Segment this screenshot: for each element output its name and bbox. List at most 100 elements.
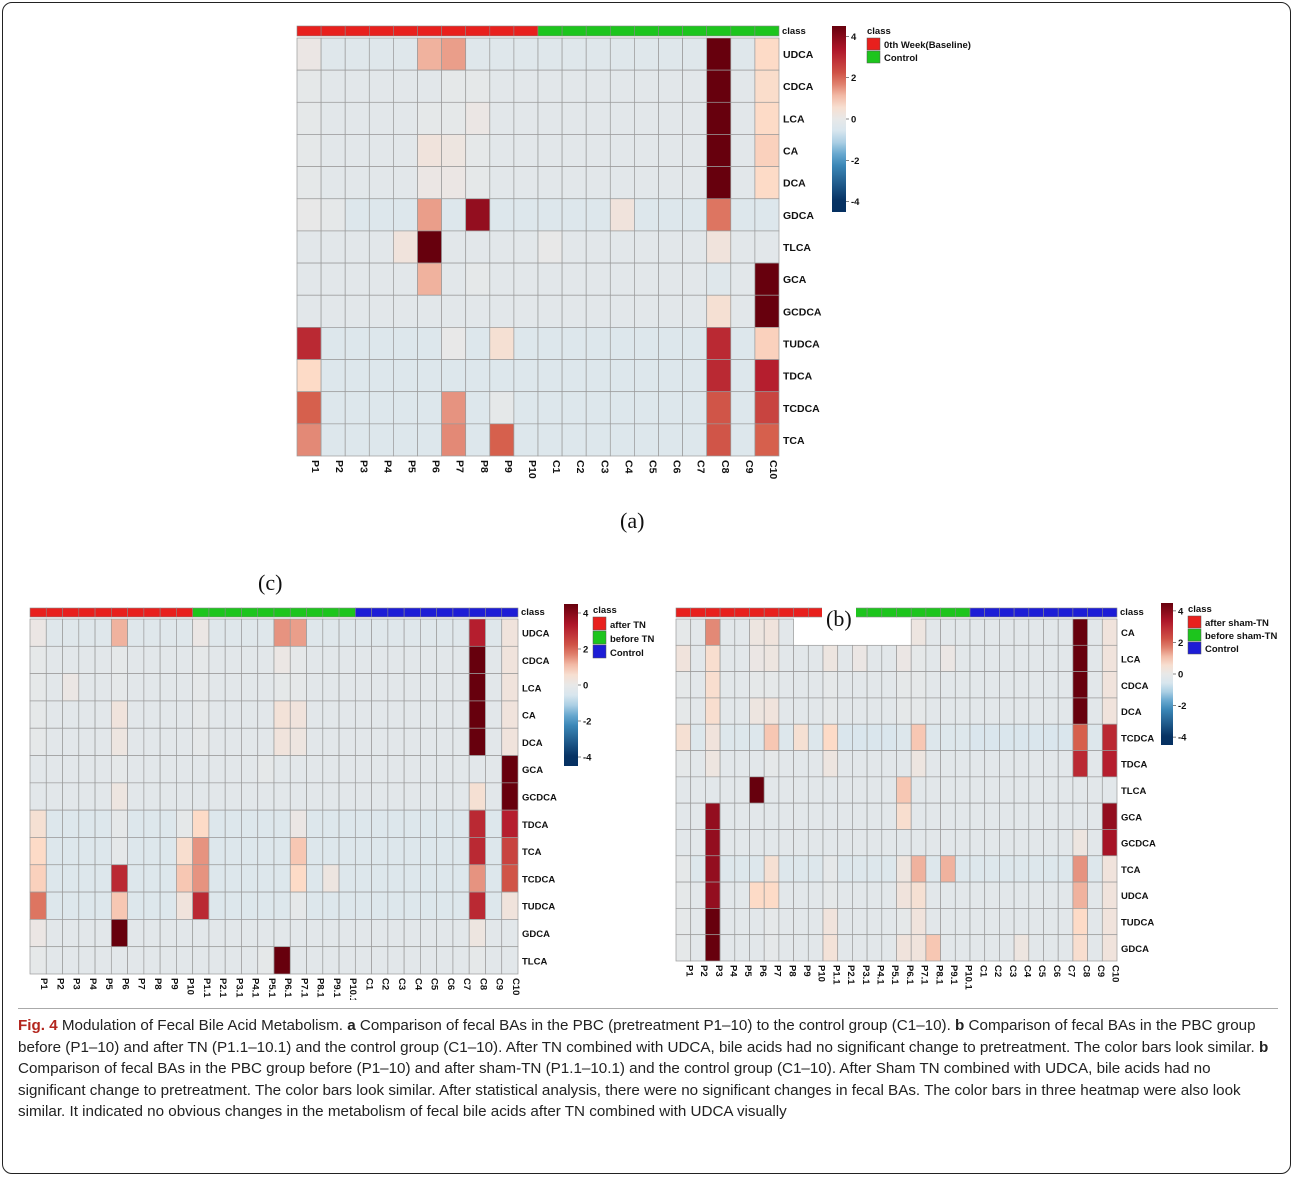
- heatmap-cell: [763, 697, 780, 725]
- heatmap-cell: [682, 327, 708, 360]
- heatmap-cell: [441, 327, 467, 360]
- caption-text: Comparison of fecal BAs in the PBC group…: [18, 1017, 1259, 1056]
- heatmap-cell: [1057, 908, 1074, 936]
- heatmap-cell: [1028, 723, 1044, 751]
- heatmap-cell: [969, 671, 986, 699]
- heatmap-cell: [682, 230, 708, 264]
- heatmap-cell: [763, 671, 780, 699]
- heatmap-cell: [852, 908, 868, 936]
- heatmap-cell: [441, 37, 467, 71]
- heatmap-cell: [705, 750, 721, 778]
- heatmap-cell: [749, 723, 765, 751]
- heatmap-cell: [866, 855, 883, 883]
- heatmap-cell: [1013, 750, 1030, 778]
- heatmap-cell: [1101, 855, 1118, 883]
- heatmap-cell: [465, 294, 491, 328]
- legend-swatch: [592, 616, 607, 631]
- colorbar-tick-label: 4: [1178, 606, 1184, 617]
- heatmap-cell: [778, 802, 794, 830]
- heatmap-cell: [705, 671, 721, 699]
- heatmap-cell: [730, 37, 756, 71]
- heatmap-cell: [705, 618, 721, 646]
- heatmap-cell: [1013, 671, 1030, 699]
- heatmap-cell: [609, 262, 635, 296]
- heatmap-cell: [441, 69, 467, 103]
- heatmap-cell: [940, 802, 956, 830]
- heatmap-cell: [822, 802, 839, 830]
- heatmap-cell: [954, 618, 971, 646]
- heatmap-cell: [734, 908, 750, 936]
- heatmap-cell: [690, 750, 706, 778]
- heatmap-cell: [585, 166, 611, 200]
- heatmap-cell: [822, 644, 839, 672]
- column-label: P10: [185, 978, 196, 995]
- heatmap-cell: [417, 262, 442, 296]
- class-bar-cell: [501, 607, 519, 618]
- heatmap-cell: [793, 802, 809, 830]
- heatmap-cell: [675, 829, 692, 857]
- column-label: P3.1: [233, 978, 244, 998]
- heatmap-cell: [1013, 881, 1030, 909]
- heatmap-cell: [807, 802, 824, 830]
- heatmap-cell: [910, 750, 927, 778]
- heatmap-cell: [754, 262, 780, 296]
- heatmap-cell: [1101, 618, 1118, 646]
- row-label: UDCA: [783, 49, 814, 61]
- heatmap-cell: [969, 855, 986, 883]
- heatmap-cell: [441, 134, 467, 167]
- row-label: GCA: [783, 274, 807, 286]
- row-label: DCA: [522, 738, 543, 749]
- heatmap-cell: [296, 166, 322, 200]
- column-label: C1: [550, 460, 562, 474]
- column-label: P6.1: [904, 965, 915, 985]
- column-label: P8.1: [933, 965, 944, 985]
- heatmap-cell: [866, 829, 883, 857]
- column-label: C9: [1095, 965, 1106, 977]
- class-bar-label: class: [782, 26, 806, 37]
- heatmap-cell: [778, 644, 794, 672]
- row-label: TUDCA: [1121, 918, 1154, 929]
- heatmap-cell: [1072, 802, 1088, 830]
- class-bar-cell: [749, 607, 765, 618]
- legend-swatch: [1187, 615, 1202, 629]
- heatmap-cell: [675, 855, 692, 883]
- heatmap-cell: [837, 802, 853, 830]
- column-label: C7: [461, 978, 472, 990]
- heatmap-cell: [1043, 671, 1059, 699]
- heatmap-cell: [954, 671, 971, 699]
- heatmap-cell: [609, 391, 635, 425]
- heatmap-cell: [1043, 644, 1059, 672]
- heatmap-cell: [969, 697, 986, 725]
- column-label: P3.1: [860, 965, 871, 985]
- heatmap-cell: [837, 697, 853, 725]
- heatmap-cell: [513, 166, 539, 200]
- heatmap-cell: [754, 359, 780, 393]
- heatmap-cell: [513, 391, 539, 425]
- heatmap-cell: [1043, 802, 1059, 830]
- heatmap-c: class UDCA CDCA LCA CA DCA GCA GCDCA TDCA TCA TCDC…: [29, 604, 654, 1000]
- heatmap-cell: [537, 37, 563, 71]
- heatmap-cell: [675, 908, 692, 936]
- heatmap-cell: [1013, 908, 1030, 936]
- class-bar-cell: [1072, 607, 1088, 618]
- heatmap-cell: [585, 327, 611, 360]
- heatmap-cell: [1057, 802, 1074, 830]
- heatmap-cell: [940, 750, 956, 778]
- heatmap-cell: [501, 946, 519, 975]
- heatmap-cell: [585, 198, 611, 232]
- heatmap-cell: [940, 881, 956, 909]
- heatmap-cell: [969, 881, 986, 909]
- column-label: P2.1: [217, 978, 228, 998]
- heatmap-cell: [1101, 829, 1118, 857]
- heatmap-cell: [754, 423, 780, 457]
- heatmap-cell: [837, 750, 853, 778]
- heatmap-cell: [730, 69, 756, 103]
- heatmap-cell: [910, 829, 927, 857]
- heatmap-cell: [441, 198, 467, 232]
- column-label: P5: [405, 460, 417, 473]
- heatmap-cell: [690, 802, 706, 830]
- heatmap-cell: [296, 37, 322, 71]
- column-label: P9: [801, 965, 812, 977]
- heatmap-cell: [1043, 855, 1059, 883]
- heatmap-cell: [489, 294, 515, 328]
